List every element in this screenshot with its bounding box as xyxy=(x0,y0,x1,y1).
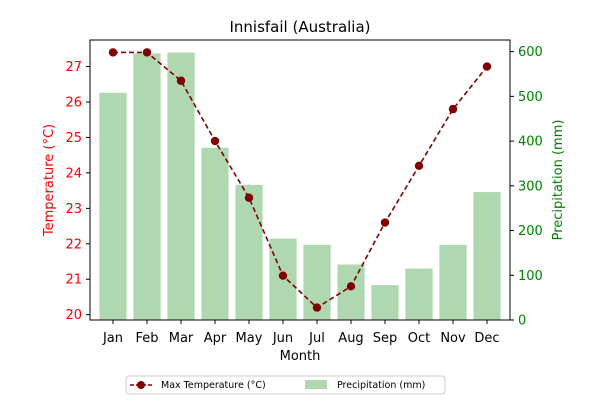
y-left-tick-label: 26 xyxy=(65,96,82,111)
x-tick-label: Mar xyxy=(169,331,194,346)
x-axis: Jan Feb Mar Apr May Jun Jul Aug Sep Oct Nov Dec xyxy=(102,320,500,346)
legend-label-temperature: Max Temperature (°C) xyxy=(161,380,266,391)
precip-bar-may xyxy=(235,184,263,320)
temp-point-jun xyxy=(278,271,288,280)
legend-label-precipitation: Precipitation (mm) xyxy=(337,380,425,391)
temp-point-nov xyxy=(448,104,458,114)
y-left-tick-label: 27 xyxy=(65,60,82,75)
x-tick-label: Jul xyxy=(308,331,325,346)
precip-bar-dec xyxy=(473,192,501,320)
precip-bar-aug xyxy=(337,264,365,320)
temp-point-jul xyxy=(312,303,322,312)
x-tick-label: Jun xyxy=(272,331,293,346)
y-left-tick-label: 25 xyxy=(65,131,82,146)
x-tick-label: Sep xyxy=(373,331,398,346)
y-right-tick-label: 400 xyxy=(518,135,543,150)
x-tick-label: May xyxy=(236,331,263,346)
temp-point-may xyxy=(244,193,254,202)
precip-bar-oct xyxy=(405,268,433,320)
y-right-tick-label: 500 xyxy=(518,90,543,105)
y-left-tick-label: 20 xyxy=(65,308,82,323)
x-tick-label: Aug xyxy=(338,331,363,346)
y-right-tick-label: 300 xyxy=(518,179,543,194)
y-right-tick-label: 0 xyxy=(518,314,526,329)
temp-point-jan xyxy=(108,48,118,57)
temp-point-sep xyxy=(380,218,390,227)
y-left-tick-label: 22 xyxy=(65,237,82,252)
x-tick-label: Dec xyxy=(474,331,499,346)
temperature-line xyxy=(108,48,492,312)
legend: Max Temperature (°C) Precipitation (mm) xyxy=(125,375,446,395)
y-right-tick-label: 200 xyxy=(518,224,543,239)
legend-box xyxy=(125,375,446,395)
y-left-tick-label: 23 xyxy=(65,202,82,217)
y-left-tick-label: 21 xyxy=(65,273,82,288)
temp-point-mar xyxy=(176,76,186,85)
y-axis-right-label: Precipitation (mm) xyxy=(551,120,566,241)
precip-bar-mar xyxy=(167,52,195,321)
precipitation-bars xyxy=(99,52,501,321)
y-right-tick-label: 600 xyxy=(518,45,543,60)
temp-point-dec xyxy=(482,62,492,71)
precip-bar-jan xyxy=(99,92,127,320)
precip-bar-apr xyxy=(201,147,229,320)
x-tick-label: Nov xyxy=(440,331,466,346)
y-left-tick-label: 24 xyxy=(65,166,82,181)
y-right-tick-label: 100 xyxy=(518,269,543,284)
y-axis-right: 0 100 200 300 400 500 600 xyxy=(510,45,543,329)
temp-point-oct xyxy=(414,161,424,171)
x-tick-label: Oct xyxy=(408,331,430,346)
plot-frame xyxy=(89,39,511,321)
legend-bar-swatch xyxy=(305,380,327,389)
chart-title: Innisfail (Australia) xyxy=(229,18,370,36)
precip-bar-feb xyxy=(133,53,161,321)
temp-point-aug xyxy=(346,282,356,291)
precip-bar-nov xyxy=(439,244,467,320)
y-axis-left: 20 21 22 23 24 25 26 27 xyxy=(65,60,90,323)
temp-point-apr xyxy=(210,136,220,146)
x-axis-label: Month xyxy=(280,349,321,364)
legend-marker-swatch xyxy=(137,381,145,389)
y-axis-left-label: Temperature (°C) xyxy=(42,124,57,237)
x-tick-label: Feb xyxy=(135,331,158,346)
precip-bar-sep xyxy=(371,285,399,320)
temp-point-feb xyxy=(142,48,152,57)
temperature-polyline xyxy=(113,51,488,309)
x-tick-label: Jan xyxy=(102,331,123,346)
x-tick-label: Apr xyxy=(204,331,227,346)
